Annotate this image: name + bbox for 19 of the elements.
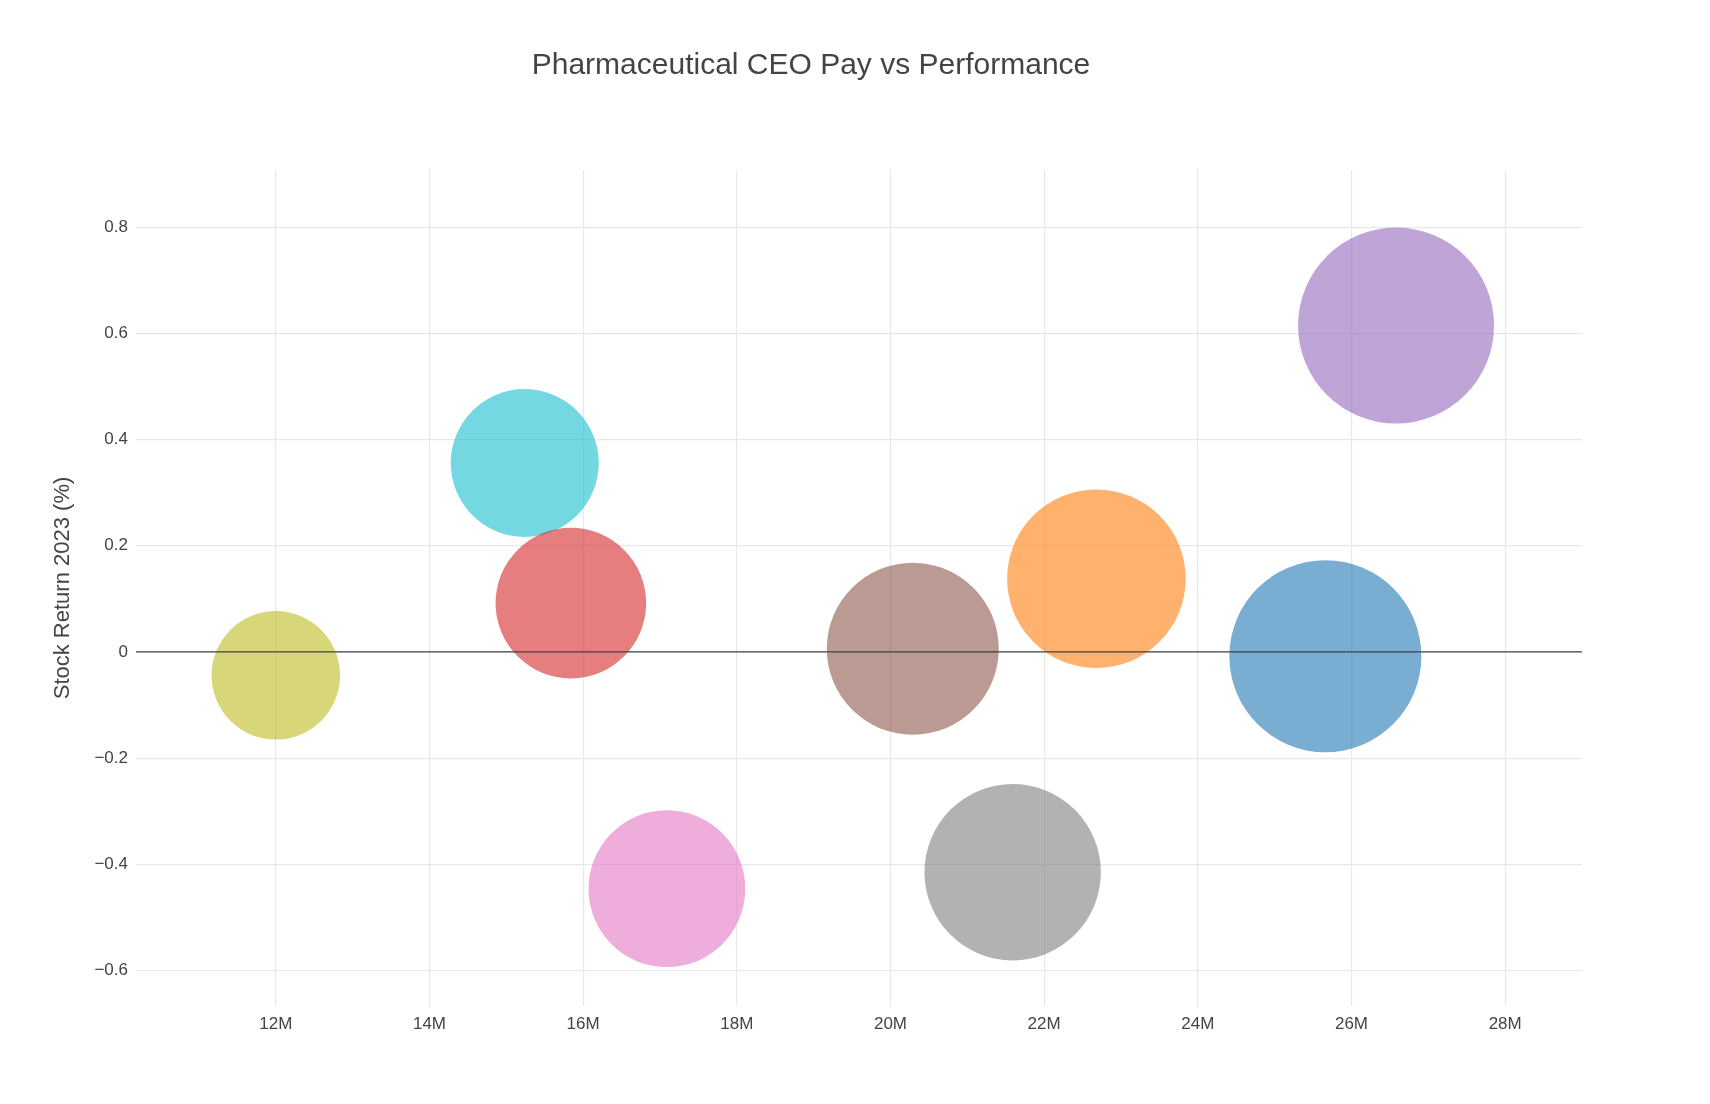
y-tick-label: 0.4 xyxy=(104,429,128,449)
chart-title: Pharmaceutical CEO Pay vs Performance xyxy=(531,47,1091,81)
y-axis-title: Stock Return 2023 (%) xyxy=(49,476,75,700)
y-tick-label: −0.4 xyxy=(94,853,128,873)
y-tick-label: 0.2 xyxy=(104,535,128,555)
x-tick-label: 16M xyxy=(566,1013,600,1033)
y-tick-label: 0 xyxy=(118,641,128,661)
y-tick-label: −0.6 xyxy=(94,960,128,980)
y-tick-label: 0.6 xyxy=(104,323,128,343)
x-tick-label: 28M xyxy=(1488,1013,1522,1033)
x-tick-label: 24M xyxy=(1181,1013,1215,1033)
x-tick-label: 18M xyxy=(720,1013,754,1033)
x-tick-label: 22M xyxy=(1027,1013,1061,1033)
x-tick-label: 12M xyxy=(259,1013,293,1033)
x-tick-label: 20M xyxy=(873,1013,908,1033)
x-tick-label: 26M xyxy=(1334,1013,1369,1033)
y-tick-label: −0.2 xyxy=(94,747,128,767)
y-tick-label: 0.8 xyxy=(104,217,128,237)
x-tick-label: 14M xyxy=(412,1013,447,1033)
